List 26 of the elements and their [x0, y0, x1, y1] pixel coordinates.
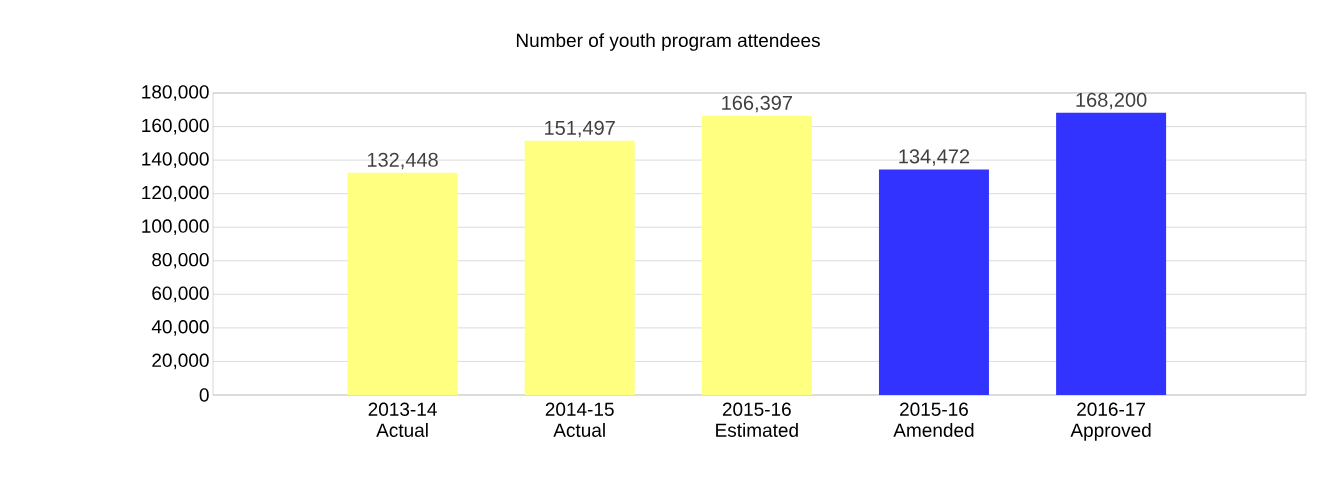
y-tick-label: 100,000: [142, 219, 209, 236]
y-tick-label: 140,000: [142, 152, 209, 168]
bar: [1056, 112, 1167, 395]
x-tick-label: 2015-16 Amended: [893, 402, 974, 437]
y-tick-label: 160,000: [142, 118, 209, 135]
bar: [701, 115, 812, 395]
y-tick-label: 0: [199, 388, 209, 402]
y-tick-label: 120,000: [142, 185, 209, 202]
data-label: 132,448: [367, 152, 438, 170]
bar: [878, 169, 989, 395]
y-tick-label: 180,000: [142, 85, 209, 101]
y-tick-label: 80,000: [152, 252, 209, 269]
data-label: 168,200: [1076, 92, 1147, 110]
chart-title: Number of youth program attendees: [516, 33, 820, 51]
x-tick-label: 2014-15 Actual: [545, 402, 614, 437]
y-tick-label: 60,000: [152, 286, 209, 303]
y-tick-label: 40,000: [151, 320, 209, 336]
x-tick-label: 2015-16 Estimated: [716, 402, 798, 437]
x-tick-label: 2016-17 Approved: [1070, 402, 1151, 441]
x-tick-label: 2013-14 Actual: [368, 402, 437, 437]
y-tick-label: 20,000: [152, 353, 209, 370]
data-label: 134,472: [899, 149, 970, 166]
data-label: 166,397: [722, 95, 792, 113]
bar: [524, 140, 635, 395]
bar: [347, 172, 458, 395]
data-label: 151,497: [545, 120, 615, 138]
